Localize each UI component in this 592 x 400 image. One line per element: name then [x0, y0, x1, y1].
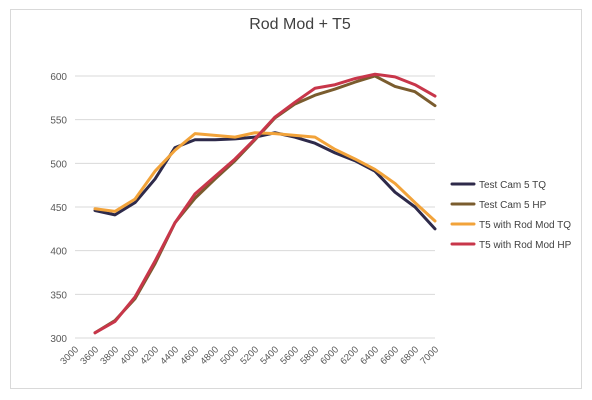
y-tick-label: 300 [50, 334, 67, 345]
x-tick-label: 5600 [278, 344, 301, 367]
series-line-4 [93, 72, 437, 335]
legend-label: T5 with Rod Mod TQ [479, 220, 571, 231]
x-tick-label: 7000 [418, 344, 441, 367]
x-tick-label: 3000 [58, 344, 81, 367]
x-tick-label: 4400 [158, 344, 181, 367]
y-tick-label: 450 [50, 203, 67, 214]
x-tick-label: 6000 [318, 344, 341, 367]
x-tick-label: 4600 [178, 344, 201, 367]
y-tick-label: 550 [50, 116, 67, 127]
x-tick-label: 4200 [138, 344, 161, 367]
x-tick-label: 4000 [118, 344, 141, 367]
series-line-3 [93, 131, 437, 223]
x-tick-label: 4800 [198, 344, 221, 367]
x-tick-label: 6200 [338, 344, 361, 367]
x-tick-label: 5400 [258, 344, 281, 367]
x-tick-label: 6800 [398, 344, 421, 367]
x-tick-label: 6400 [358, 344, 381, 367]
series-line-1 [93, 131, 437, 231]
legend-label: Test Cam 5 TQ [479, 180, 546, 191]
y-tick-labels: 300 350 400 450 500 550 600 [50, 72, 67, 345]
legend: Test Cam 5 TQ Test Cam 5 HP T5 with Rod Mo… [450, 180, 572, 251]
series-lines [93, 72, 437, 335]
chart-title: Rod Mod + T5 [249, 16, 351, 33]
y-tick-label: 600 [50, 72, 67, 83]
x-tick-label: 3600 [78, 344, 101, 367]
x-tick-label: 5200 [238, 344, 261, 367]
x-tick-label: 5800 [298, 344, 321, 367]
y-tick-label: 350 [50, 290, 67, 301]
legend-label: T5 with Rod Mod HP [479, 240, 572, 251]
legend-label: Test Cam 5 HP [479, 200, 547, 211]
x-tick-label: 6600 [378, 344, 401, 367]
x-tick-label: 5000 [218, 344, 241, 367]
x-tick-label: 3800 [98, 344, 121, 367]
x-tick-labels: 3000360038004000420044004600480050005200… [58, 344, 441, 367]
y-tick-label: 400 [50, 247, 67, 258]
y-tick-label: 500 [50, 159, 67, 170]
